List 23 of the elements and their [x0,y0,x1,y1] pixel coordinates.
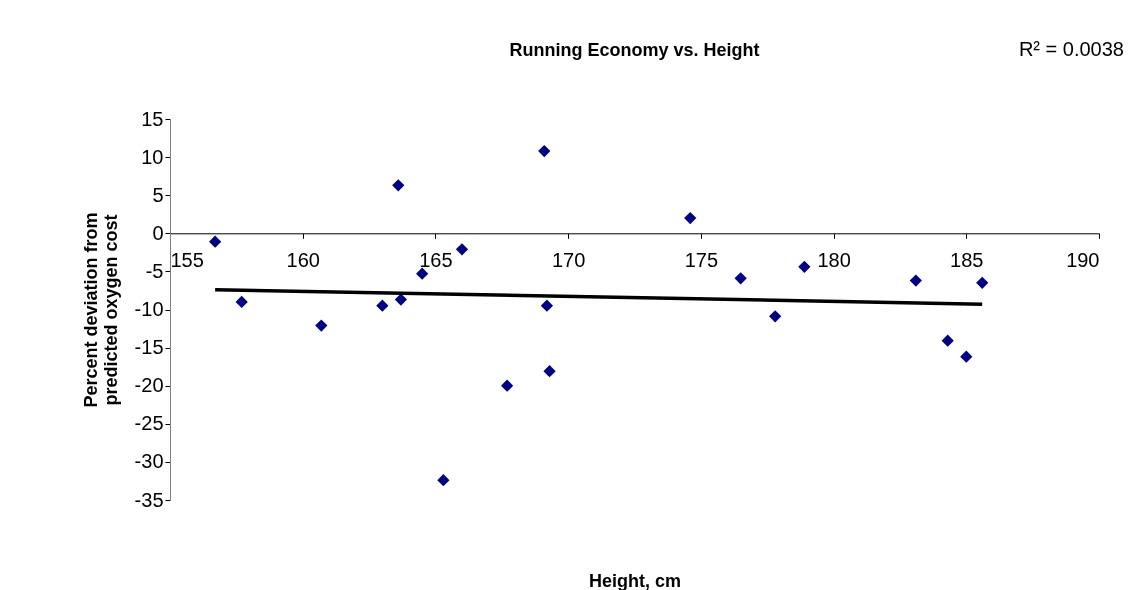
x-tick-label: 175 [684,248,719,271]
chart-title: Running Economy vs. Height [509,40,760,60]
x-tick-label: 190 [1066,248,1100,271]
x-axis-title: Height, cm [588,570,682,590]
x-tick-label: 165 [419,248,453,271]
x-tick-label: 185 [950,248,984,271]
text: R² = 0.0038 [1018,38,1124,60]
y-tick-label: 10 [141,145,164,168]
y-tick-label: -20 [134,374,164,397]
y-axis-title: Percent deviation from predicted oxygen cost [80,212,121,408]
y-tick-label: -30 [134,450,164,473]
y-tick-label: -35 [134,488,164,511]
x-tick-label: 180 [817,248,851,271]
y-tick-label: -10 [134,298,164,320]
y-tick-label: 5 [152,183,164,206]
y-tick-label: -5 [145,259,164,282]
y-tick-label: -25 [134,412,164,435]
x-tick-label: 155 [170,248,204,271]
y-tick-label: -15 [134,336,164,359]
y-tick-label: 15 [141,107,164,130]
x-tick-label: 170 [551,248,586,271]
y-tick-label: 0 [152,221,164,244]
x-tick-label: 160 [286,248,320,271]
